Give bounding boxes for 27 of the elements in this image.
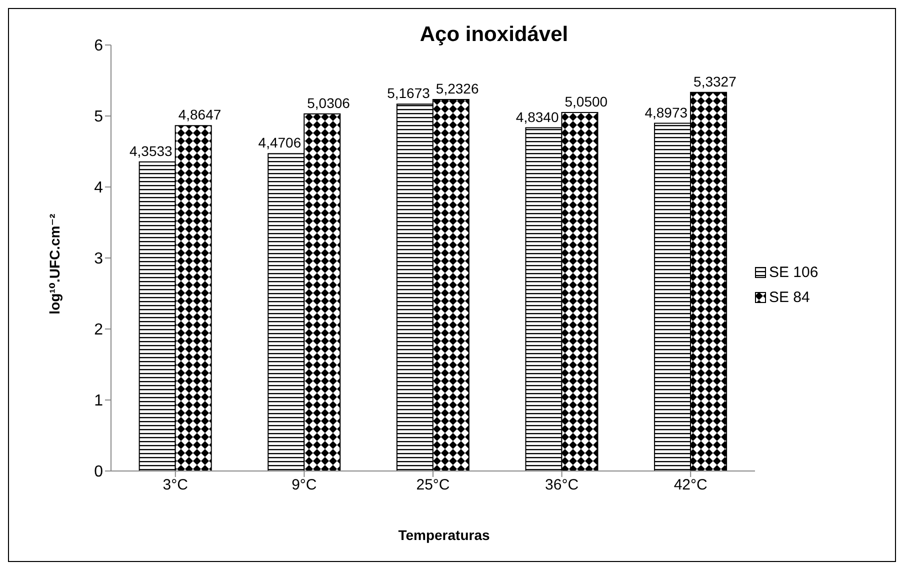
y-tick-label: 0 [94,464,104,481]
x-tick-label: 36°C [545,476,579,494]
data-label: 5,2326 [436,80,479,96]
y-tick-label: 3 [94,250,104,268]
legend-label: SE 106 [769,264,818,281]
x-tick-label: 9°C [292,476,317,494]
chart-title: Aço inoxidável [420,23,568,46]
legend-label: SE 84 [769,289,810,306]
y-tick-label: 1 [94,392,104,410]
y-tick-label: 6 [94,38,104,55]
x-tick-label: 42°C [674,476,708,494]
data-label: 4,3533 [130,142,173,159]
data-label: 4,8340 [516,108,559,125]
x-tick-label: 3°C [162,476,188,494]
data-label: 5,1673 [387,85,430,102]
data-label: 4,4706 [258,134,302,151]
data-label: 5,0500 [564,93,608,110]
data-label: 4,8647 [178,106,222,123]
y-tick-label: 4 [94,180,104,197]
data-label: 4,8973 [644,104,688,120]
x-tick-label: 25°C [416,476,450,494]
x-axis-title: Temperaturas [397,527,491,543]
y-axis-title: log¹⁰.UFC.cm⁻² [46,214,64,314]
y-tick-label: 5 [94,108,104,126]
data-label: 5,3327 [694,73,737,90]
data-label: 5,0306 [307,94,350,111]
y-tick-label: 2 [94,322,104,339]
